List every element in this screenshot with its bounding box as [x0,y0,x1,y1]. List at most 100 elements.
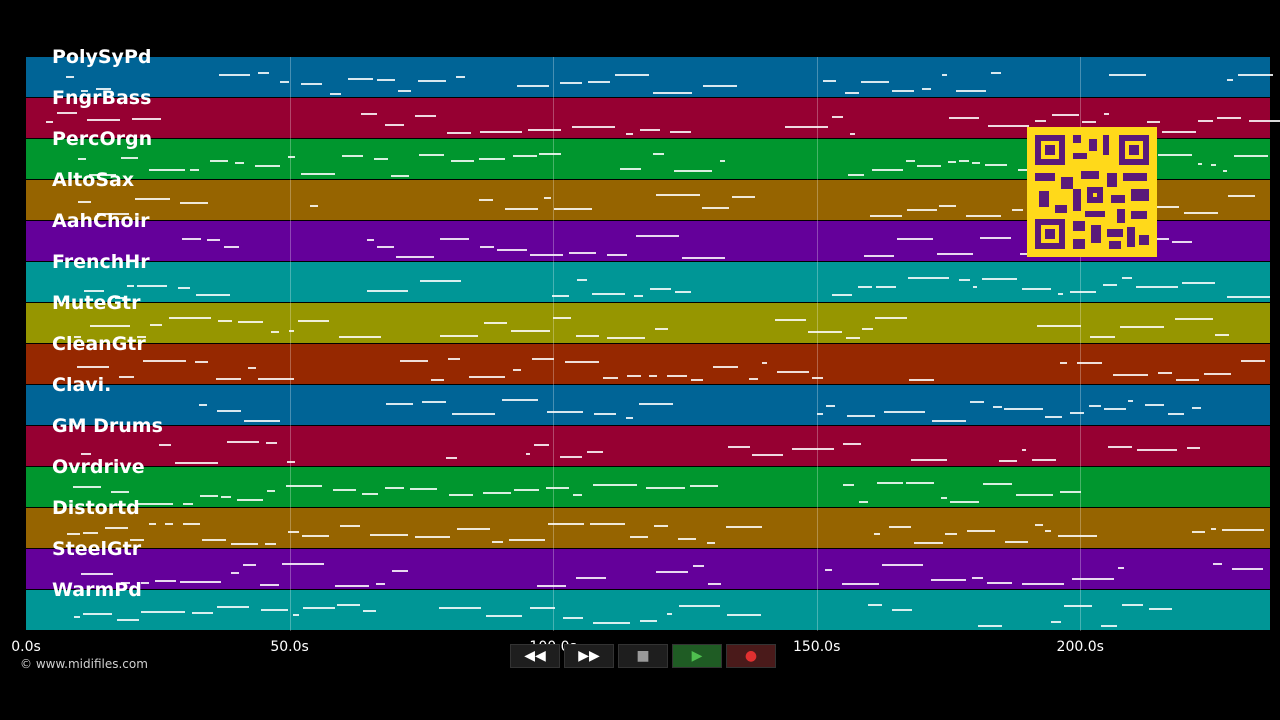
note [452,412,496,415]
note [266,490,276,493]
note [857,285,873,288]
note [210,160,228,163]
note [590,522,626,525]
note [844,92,860,95]
note [121,156,138,159]
note [510,330,551,333]
note [911,458,947,461]
note [649,375,658,377]
note [1175,317,1214,320]
note [386,403,414,406]
note [302,535,330,538]
note [538,153,562,156]
note [586,450,603,453]
note [823,79,836,82]
note [702,85,737,88]
note [78,157,86,160]
note [526,452,531,455]
note [300,83,322,86]
note [335,584,370,587]
play-button[interactable]: ▶ [672,644,722,668]
note [1060,362,1067,365]
note [1063,604,1093,607]
note [639,402,673,405]
note [419,280,461,283]
note [309,205,318,208]
fast-forward-button[interactable]: ▶▶ [564,644,614,668]
note [877,481,903,484]
note [479,199,494,202]
note [77,200,92,203]
note [131,117,162,120]
note [906,209,938,212]
note [872,168,904,171]
note [72,486,102,489]
note [1157,154,1192,157]
note [666,612,672,615]
note [513,155,537,158]
note [999,460,1017,463]
note [592,621,630,624]
note [945,532,958,535]
record-button[interactable]: ● [726,644,776,668]
stop-button[interactable]: ■ [618,644,668,668]
track-lane [26,590,1270,630]
note [396,255,435,258]
note [338,336,381,339]
note [588,80,611,83]
note [341,154,364,157]
note [861,80,889,83]
note [1186,447,1200,450]
note [121,582,131,585]
note [1045,415,1062,418]
note [369,534,409,537]
note [1103,284,1118,287]
note [56,112,78,115]
note [400,360,428,363]
note [231,571,240,574]
note [592,292,625,295]
note [653,153,664,156]
note [257,72,269,75]
note [1108,74,1147,77]
note [287,531,300,534]
note [74,336,81,339]
grid-line [553,57,555,631]
note [775,318,806,321]
time-tick-label: 50.0s [270,639,309,655]
note [677,538,696,541]
note [127,285,135,288]
note [824,569,832,572]
note [889,526,912,529]
note [175,461,218,464]
note [691,378,704,381]
rewind-button[interactable]: ◀◀ [510,644,560,668]
track-name: FrenchHr [52,251,150,273]
note [154,580,177,583]
note [1021,287,1051,290]
note [181,238,202,241]
note [917,164,941,167]
note [1158,372,1173,375]
note [762,361,767,364]
note [221,495,232,498]
note [182,523,200,525]
note [1107,445,1133,448]
note [948,160,956,163]
note [1127,399,1134,402]
note [681,256,725,259]
note [606,254,627,257]
note [390,174,409,177]
note [967,529,995,532]
note [1022,582,1064,585]
time-tick-label: 0.0s [11,639,41,655]
note [858,501,868,504]
note [347,78,374,81]
note [905,160,915,163]
track-lane [26,57,1270,97]
note [993,405,1002,408]
note [1222,170,1228,173]
note [238,321,263,324]
note [564,361,599,364]
note [1162,130,1196,133]
